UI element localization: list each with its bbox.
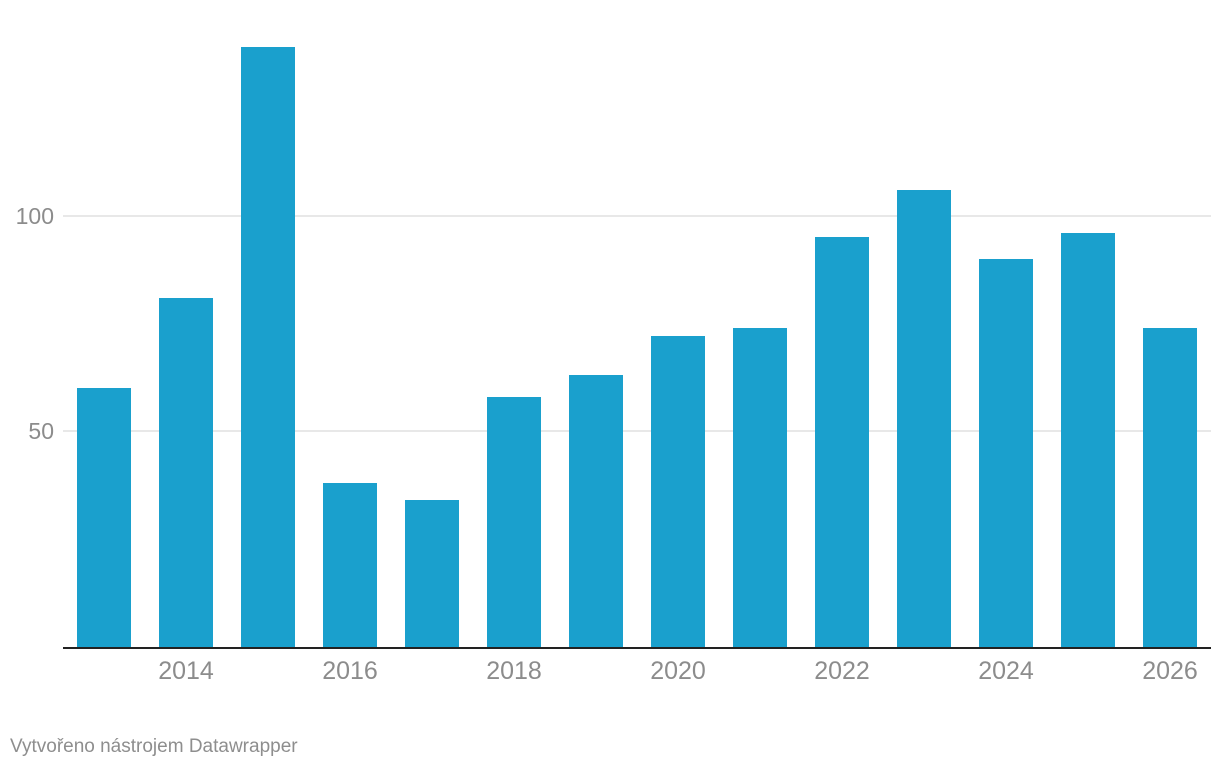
x-tick-label-2024: 2024	[978, 657, 1034, 685]
band-2023	[883, 0, 965, 647]
band-2024	[965, 0, 1047, 647]
footer-credit: Vytvořeno nástrojem Datawrapper	[10, 736, 298, 757]
band-2019	[555, 0, 637, 647]
bar-2020[interactable]	[651, 336, 705, 647]
band-2025	[1047, 0, 1129, 647]
band-2013	[63, 0, 145, 647]
bar-2024[interactable]	[979, 258, 1033, 647]
band-2014	[145, 0, 227, 647]
x-tick-label-2020: 2020	[650, 657, 706, 685]
band-2021	[719, 0, 801, 647]
bar-2017[interactable]	[405, 500, 459, 647]
band-2016	[309, 0, 391, 647]
bar-series	[63, 0, 1211, 647]
x-tick-label-2022: 2022	[814, 657, 870, 685]
x-tick-label-2016: 2016	[322, 657, 378, 685]
bar-2014[interactable]	[159, 297, 213, 647]
band-2022	[801, 0, 883, 647]
x-axis-line	[63, 647, 1211, 649]
x-tick-label-2018: 2018	[486, 657, 542, 685]
gridline-100	[63, 214, 1211, 217]
y-tick-label-100: 100	[15, 202, 54, 229]
band-2017	[391, 0, 473, 647]
band-2018	[473, 0, 555, 647]
bar-2022[interactable]	[815, 237, 869, 647]
band-2015	[227, 0, 309, 647]
bar-2025[interactable]	[1061, 232, 1115, 647]
y-tick-label-50: 50	[28, 418, 54, 445]
bar-2019[interactable]	[569, 375, 623, 647]
bar-2013[interactable]	[77, 388, 131, 647]
plot-area	[63, 0, 1211, 647]
bar-2016[interactable]	[323, 483, 377, 647]
x-tick-label-2026: 2026	[1142, 657, 1198, 685]
gridline-50	[63, 430, 1211, 433]
bar-2021[interactable]	[733, 327, 787, 647]
bar-2026[interactable]	[1143, 327, 1197, 647]
bar-2023[interactable]	[897, 189, 951, 647]
x-tick-label-2014: 2014	[158, 657, 214, 685]
band-2026	[1129, 0, 1211, 647]
bar-2015[interactable]	[241, 47, 295, 647]
x-axis-labels: 2014 2016 2018 2020 2022 2024 2026	[63, 656, 1211, 690]
band-2020	[637, 0, 719, 647]
bar-2018[interactable]	[487, 396, 541, 647]
